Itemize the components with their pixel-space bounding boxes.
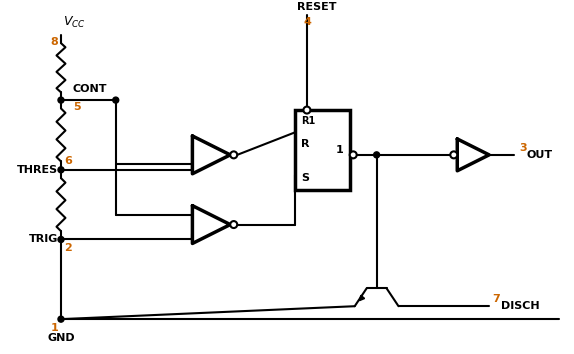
Text: 3: 3 [519,143,526,153]
Circle shape [58,236,64,242]
Text: 6: 6 [64,156,72,166]
Circle shape [58,167,64,173]
Text: 8: 8 [51,38,58,47]
Circle shape [450,152,457,158]
Circle shape [350,152,356,158]
Text: DISCH: DISCH [501,301,540,311]
Circle shape [230,221,237,228]
Circle shape [58,97,64,103]
Text: 1: 1 [336,145,344,155]
Text: R: R [301,139,309,149]
Text: TRIG: TRIG [29,234,58,245]
Circle shape [113,97,119,103]
Text: $V_{CC}$: $V_{CC}$ [63,15,86,30]
Text: RESET: RESET [297,2,336,12]
Text: 1: 1 [51,323,58,333]
Circle shape [304,107,311,114]
Text: CONT: CONT [73,84,107,94]
Text: 5: 5 [73,102,80,112]
Text: R1: R1 [301,116,315,126]
Polygon shape [359,295,364,301]
Circle shape [58,316,64,322]
Text: 4: 4 [304,17,312,28]
Text: THRES: THRES [17,165,58,175]
Text: OUT: OUT [527,150,553,160]
Text: 7: 7 [492,294,500,304]
Text: 2: 2 [64,244,72,253]
Circle shape [230,152,237,158]
Bar [295,110,350,190]
Text: S: S [301,173,309,183]
Circle shape [374,152,379,158]
Text: GND: GND [47,333,75,343]
